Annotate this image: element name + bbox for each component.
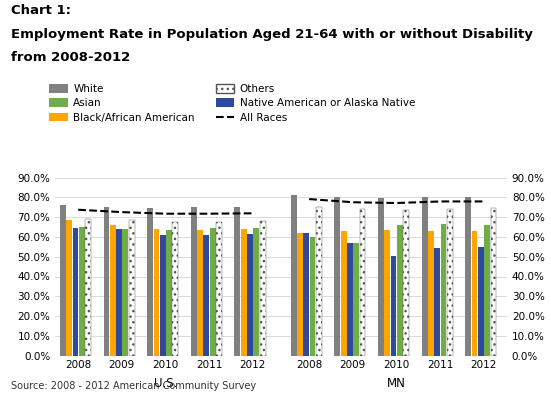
Bar (291, 195, 296, 356)
Bar (385, 230, 390, 356)
Bar (147, 208, 153, 356)
Text: Source: 2008 - 2012 American Community Survey: Source: 2008 - 2012 American Community S… (11, 381, 256, 391)
Text: MN: MN (387, 377, 406, 390)
Bar (491, 208, 496, 356)
Bar (466, 198, 471, 356)
Bar (116, 229, 122, 356)
Bar (60, 205, 66, 356)
Bar (304, 233, 309, 356)
Bar (197, 230, 203, 356)
Bar (73, 228, 78, 356)
Bar (441, 224, 446, 356)
Bar (428, 231, 434, 356)
Bar (422, 198, 428, 356)
Bar (104, 207, 109, 356)
Bar (447, 209, 453, 356)
Bar (79, 227, 84, 356)
Text: U.S.: U.S. (154, 377, 177, 390)
Bar (435, 248, 440, 356)
Bar (253, 228, 259, 356)
Bar (341, 231, 347, 356)
Bar (166, 230, 172, 356)
Bar (334, 198, 340, 356)
Bar (154, 229, 159, 356)
Text: Employment Rate in Population Aged 21-64 with or without Disability: Employment Rate in Population Aged 21-64… (11, 28, 533, 41)
Bar (316, 207, 322, 356)
Bar (478, 247, 484, 356)
Bar (484, 225, 490, 356)
Text: Chart 1:: Chart 1: (11, 4, 71, 17)
Bar (85, 219, 91, 356)
Bar (110, 225, 116, 356)
Bar (472, 231, 478, 356)
Bar (378, 198, 384, 356)
Bar (241, 228, 246, 356)
Bar (160, 235, 165, 356)
Bar (172, 222, 178, 356)
Bar (191, 207, 197, 356)
Bar (210, 228, 215, 356)
Bar (397, 225, 403, 356)
Bar (216, 222, 222, 356)
Bar (66, 220, 72, 356)
Bar (360, 209, 365, 356)
Bar (403, 210, 409, 356)
Bar (260, 221, 266, 356)
Text: from 2008-2012: from 2008-2012 (11, 51, 130, 64)
Bar (235, 207, 240, 356)
Bar (347, 243, 353, 356)
Bar (297, 233, 303, 356)
Bar (122, 229, 128, 356)
Bar (129, 220, 134, 356)
Bar (203, 235, 209, 356)
Bar (310, 237, 316, 356)
Legend: White, Asian, Black/African American, Others, Native American or Alaska Native, : White, Asian, Black/African American, Ot… (49, 84, 415, 122)
Bar (353, 243, 359, 356)
Bar (247, 234, 253, 356)
Bar (391, 256, 397, 356)
